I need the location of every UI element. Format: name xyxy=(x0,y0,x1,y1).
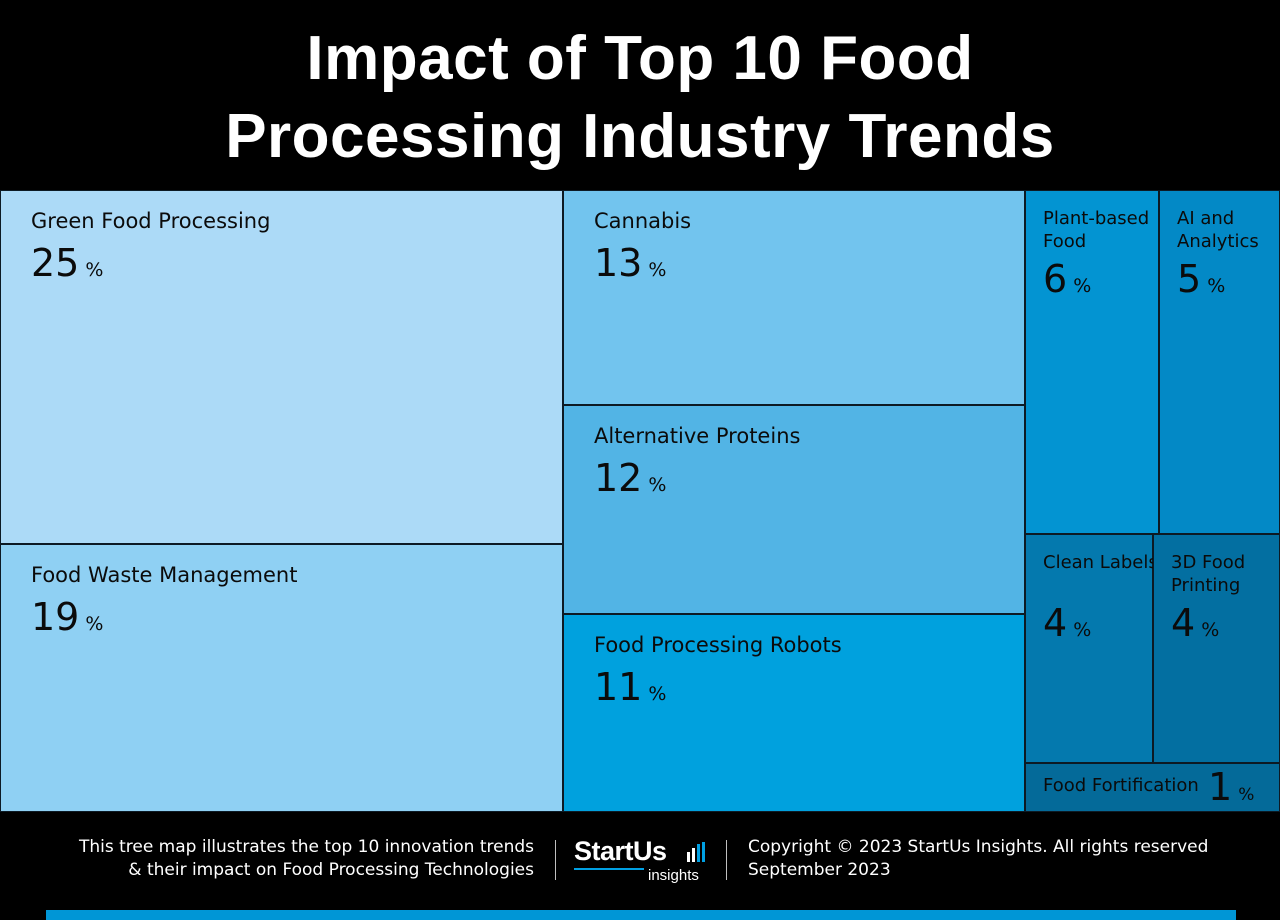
treemap-cell-plant-based-food: Plant-based Food 6% xyxy=(1025,190,1159,534)
treemap-label-food-waste-management: Food Waste Management xyxy=(31,563,298,587)
value-number: 5 xyxy=(1177,257,1202,301)
footer-accent-bar xyxy=(46,910,1236,920)
treemap-cell-clean-labels: Clean Labels 4% xyxy=(1025,534,1158,763)
value-unit: % xyxy=(85,259,104,281)
footer-description-line2: & their impact on Food Processing Techno… xyxy=(128,860,534,880)
treemap-cell-ai-and-analytics: AI and Analytics 5% xyxy=(1159,190,1280,534)
treemap-cell-alternative-proteins: Alternative Proteins 12% xyxy=(563,405,1025,614)
startus-logo: StartUs insights xyxy=(574,836,714,884)
treemap-value-food-fortification: 1% xyxy=(1208,765,1254,817)
logo-main-text: StartUs xyxy=(574,836,667,866)
value-unit: % xyxy=(1238,785,1255,805)
value-unit: % xyxy=(1201,619,1220,641)
treemap: Green Food Processing 25% Food Waste Manag… xyxy=(0,190,1280,812)
treemap-cell-green-food-processing: Green Food Processing 25% xyxy=(0,190,563,544)
value-unit: % xyxy=(1073,275,1092,297)
value-unit: % xyxy=(648,474,667,496)
footer-divider-left xyxy=(555,840,556,880)
treemap-cell-food-fortification: Food Fortification 1% xyxy=(1025,763,1280,812)
footer-description: This tree map illustrates the top 10 inn… xyxy=(79,836,534,882)
treemap-cell-3d-food-printing: 3D Food Printing 4% xyxy=(1153,534,1280,763)
treemap-label-3d-food-printing: 3D Food Printing xyxy=(1171,552,1246,596)
chart-title-line2: Processing Industry Trends xyxy=(225,102,1055,171)
value-unit: % xyxy=(1073,619,1092,641)
value-unit: % xyxy=(648,683,667,705)
value-number: 12 xyxy=(594,456,643,500)
footer-copyright: Copyright © 2023 StartUs Insights. All r… xyxy=(748,836,1208,882)
treemap-label-alternative-proteins: Alternative Proteins xyxy=(594,424,801,448)
treemap-value-clean-labels: 4% xyxy=(1043,601,1091,652)
treemap-label-ai-and-analytics: AI and Analytics xyxy=(1177,208,1259,252)
chart-header: Impact of Top 10 Food Processing Industr… xyxy=(0,0,1280,190)
treemap-value-3d-food-printing: 4% xyxy=(1171,601,1219,652)
value-number: 6 xyxy=(1043,257,1068,301)
value-number: 4 xyxy=(1171,601,1196,645)
value-number: 19 xyxy=(31,595,80,639)
chart-title-line1: Impact of Top 10 Food xyxy=(306,24,974,93)
treemap-label-cannabis: Cannabis xyxy=(594,209,692,233)
logo-sub-text: insights xyxy=(648,867,699,884)
value-number: 4 xyxy=(1043,601,1068,645)
treemap-cell-food-processing-robots: Food Processing Robots 11% xyxy=(563,614,1025,812)
value-unit: % xyxy=(648,259,667,281)
treemap-value-green-food-processing: 25% xyxy=(31,241,103,292)
footer-divider-right xyxy=(726,840,727,880)
bar-chart-icon xyxy=(687,842,705,862)
treemap-label-food-processing-robots: Food Processing Robots xyxy=(594,633,842,657)
treemap-cell-food-waste-management: Food Waste Management 19% xyxy=(0,544,563,812)
treemap-value-food-waste-management: 19% xyxy=(31,595,103,646)
treemap-value-cannabis: 13% xyxy=(594,241,666,292)
footer-description-line1: This tree map illustrates the top 10 inn… xyxy=(78,837,534,857)
value-number: 25 xyxy=(31,241,80,285)
treemap-label-plant-based-food: Plant-based Food xyxy=(1043,208,1150,252)
treemap-label-food-fortification: Food Fortification xyxy=(1043,775,1199,796)
treemap-value-alternative-proteins: 12% xyxy=(594,456,666,507)
treemap-label-clean-labels: Clean Labels xyxy=(1043,552,1158,573)
logo-underline xyxy=(574,868,644,870)
treemap-cell-cannabis: Cannabis 13% xyxy=(563,190,1025,405)
value-number: 1 xyxy=(1208,765,1233,809)
value-unit: % xyxy=(85,613,104,635)
chart-title: Impact of Top 10 Food Processing Industr… xyxy=(225,20,1055,176)
treemap-value-food-processing-robots: 11% xyxy=(594,665,666,716)
date-text: September 2023 xyxy=(748,860,891,880)
value-unit: % xyxy=(1207,275,1226,297)
value-number: 13 xyxy=(594,241,643,285)
treemap-value-ai-and-analytics: 5% xyxy=(1177,257,1225,308)
treemap-value-plant-based-food: 6% xyxy=(1043,257,1091,308)
treemap-label-green-food-processing: Green Food Processing xyxy=(31,209,271,233)
value-number: 11 xyxy=(594,665,643,709)
footer: This tree map illustrates the top 10 inn… xyxy=(0,812,1280,920)
copyright-text: Copyright © 2023 StartUs Insights. All r… xyxy=(748,837,1209,857)
